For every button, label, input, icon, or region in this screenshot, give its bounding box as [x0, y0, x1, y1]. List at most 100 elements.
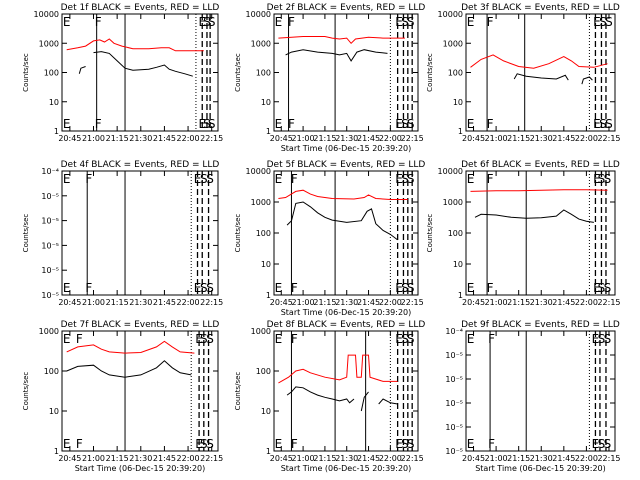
- marker-letter: E: [592, 437, 600, 451]
- marker-letter: F: [291, 437, 298, 451]
- x-tick-label: 22:00: [177, 454, 200, 463]
- marker-letter: E: [592, 332, 600, 346]
- y-tick-label: 100: [44, 367, 59, 376]
- y-tick-label: 10⁻⁵: [41, 241, 59, 250]
- series-lld-line: [278, 189, 408, 200]
- marker-letter: F: [487, 117, 494, 131]
- series-lld-line: [278, 354, 398, 384]
- y-tick-label: 10⁻⁵: [41, 291, 59, 300]
- y-tick-label: 10: [49, 98, 59, 107]
- panel-det-3: Det 3f BLACK = Events, RED = LLD 1 10 100 10…: [426, 3, 621, 143]
- y-tick-label: 1000: [251, 198, 271, 207]
- plot-frame: [61, 13, 219, 132]
- marker-letter: F: [95, 117, 102, 131]
- marker-letter: E: [275, 15, 283, 29]
- marker-letter: E: [195, 437, 203, 451]
- x-tick-label: 22:15: [200, 454, 223, 463]
- x-tick-label: 21:45: [552, 454, 575, 463]
- x-tick-label: 21:15: [507, 134, 530, 143]
- y-tick-label: 100: [256, 229, 271, 238]
- marker-letter: E: [395, 15, 403, 29]
- y-tick-label: 10: [49, 407, 59, 416]
- series-lld-line: [470, 189, 608, 192]
- marker-letter: E: [593, 15, 601, 29]
- panel-det-5: Det 5f BLACK = Events, RED = LLD 1 10 100 10…: [234, 160, 425, 317]
- x-tick-label: 21:15: [106, 298, 129, 307]
- x-tick-label: 22:00: [575, 298, 598, 307]
- marker-letter: F: [76, 332, 83, 346]
- marker-letter: E: [194, 281, 202, 295]
- series-lld-line: [470, 54, 608, 69]
- x-tick-label: 21:30: [129, 454, 152, 463]
- marker-letter: E: [395, 172, 403, 186]
- y-tick-label: 1000: [443, 198, 463, 207]
- x-tick-label: 21:15: [313, 134, 336, 143]
- marker-letter: F: [488, 437, 495, 451]
- x-tick-label: 21:00: [292, 454, 315, 463]
- marker-letter: S: [604, 281, 612, 295]
- marker-letter: S: [206, 172, 214, 186]
- series-events-line: [581, 76, 593, 85]
- panel-det-2: Det 2f BLACK = Events, RED = LLD 1 10 100 10…: [234, 3, 425, 153]
- y-tick-label: 100: [448, 69, 463, 78]
- series-lld-line: [66, 38, 204, 52]
- y-tick-label: 10000: [438, 167, 463, 176]
- y-tick-label: 10000: [34, 10, 59, 19]
- x-tick-label: 22:15: [200, 134, 223, 143]
- marker-letter: E: [198, 117, 206, 131]
- x-tick-label: 21:15: [106, 454, 129, 463]
- x-axis-label: Start Time (06-Dec-15 20:39:20): [281, 144, 412, 153]
- marker-letter: S: [407, 281, 415, 295]
- x-tick-label: 22:15: [401, 454, 424, 463]
- marker-letter: S: [598, 437, 606, 451]
- plot-frame: [273, 13, 419, 132]
- y-axis-label: Counts/sec: [426, 214, 434, 253]
- series-events-line: [360, 391, 369, 412]
- y-tick-label: 1000: [443, 39, 463, 48]
- marker-letter: S: [206, 332, 214, 346]
- y-tick-label: 1000: [251, 39, 271, 48]
- y-axis-label: Counts/sec: [234, 53, 242, 92]
- y-tick-label: 10⁻⁵: [41, 266, 59, 275]
- x-tick-label: 21:45: [552, 298, 575, 307]
- y-tick-label: 100: [256, 69, 271, 78]
- panel-det-4: Det 4f BLACK = Events, RED = LLD 10⁻⁵ 10⁻⁵…: [22, 160, 223, 307]
- panel-title: Det 9f BLACK = Events, RED = LLD: [461, 320, 620, 330]
- y-axis-label: Counts/sec: [22, 372, 30, 411]
- y-tick-label: 10⁻⁵: [41, 192, 59, 201]
- x-tick-label: 21:45: [153, 454, 176, 463]
- x-tick-label: 22:00: [379, 134, 402, 143]
- y-tick-label: 1000: [39, 39, 59, 48]
- series-events-line: [378, 398, 398, 405]
- y-tick-label: 1000: [39, 327, 59, 336]
- x-axis-label: Start Time (06-Dec-15 20:39:20): [75, 464, 206, 473]
- marker-letter: E: [593, 172, 601, 186]
- panel-det-6: Det 6f BLACK = Events, RED = LLD 1 10 100 10…: [426, 160, 621, 307]
- marker-letter: S: [407, 15, 415, 29]
- y-tick-label: 10⁻⁴: [445, 327, 463, 336]
- marker-letter: S: [401, 281, 409, 295]
- panel-det-1: Det 1f BLACK = Events, RED = LLD 1 10 100 10…: [22, 3, 223, 143]
- x-tick-label: 20:45: [462, 134, 485, 143]
- x-tick-label: 21:00: [485, 298, 508, 307]
- x-tick-label: 21:00: [485, 134, 508, 143]
- marker-letter: E: [467, 117, 475, 131]
- marker-letter: S: [401, 332, 409, 346]
- x-tick-label: 21:30: [335, 134, 358, 143]
- y-tick-label: 10⁻⁵: [445, 423, 463, 432]
- marker-letter: S: [203, 15, 211, 29]
- marker-letter: F: [85, 281, 92, 295]
- x-tick-label: 21:00: [485, 454, 508, 463]
- x-tick-label: 22:15: [597, 298, 620, 307]
- y-tick-label: 100: [256, 367, 271, 376]
- y-tick-label: 10⁻⁵: [445, 375, 463, 384]
- panel-title: Det 3f BLACK = Events, RED = LLD: [461, 3, 620, 13]
- x-tick-label: 21:30: [335, 298, 358, 307]
- marker-letter: S: [604, 332, 612, 346]
- x-tick-label: 21:00: [292, 298, 315, 307]
- marker-letter: S: [200, 281, 208, 295]
- marker-letter: S: [598, 172, 606, 186]
- x-tick-label: 20:45: [270, 454, 293, 463]
- x-tick-label: 21:30: [129, 134, 152, 143]
- plot-frame: [273, 170, 419, 296]
